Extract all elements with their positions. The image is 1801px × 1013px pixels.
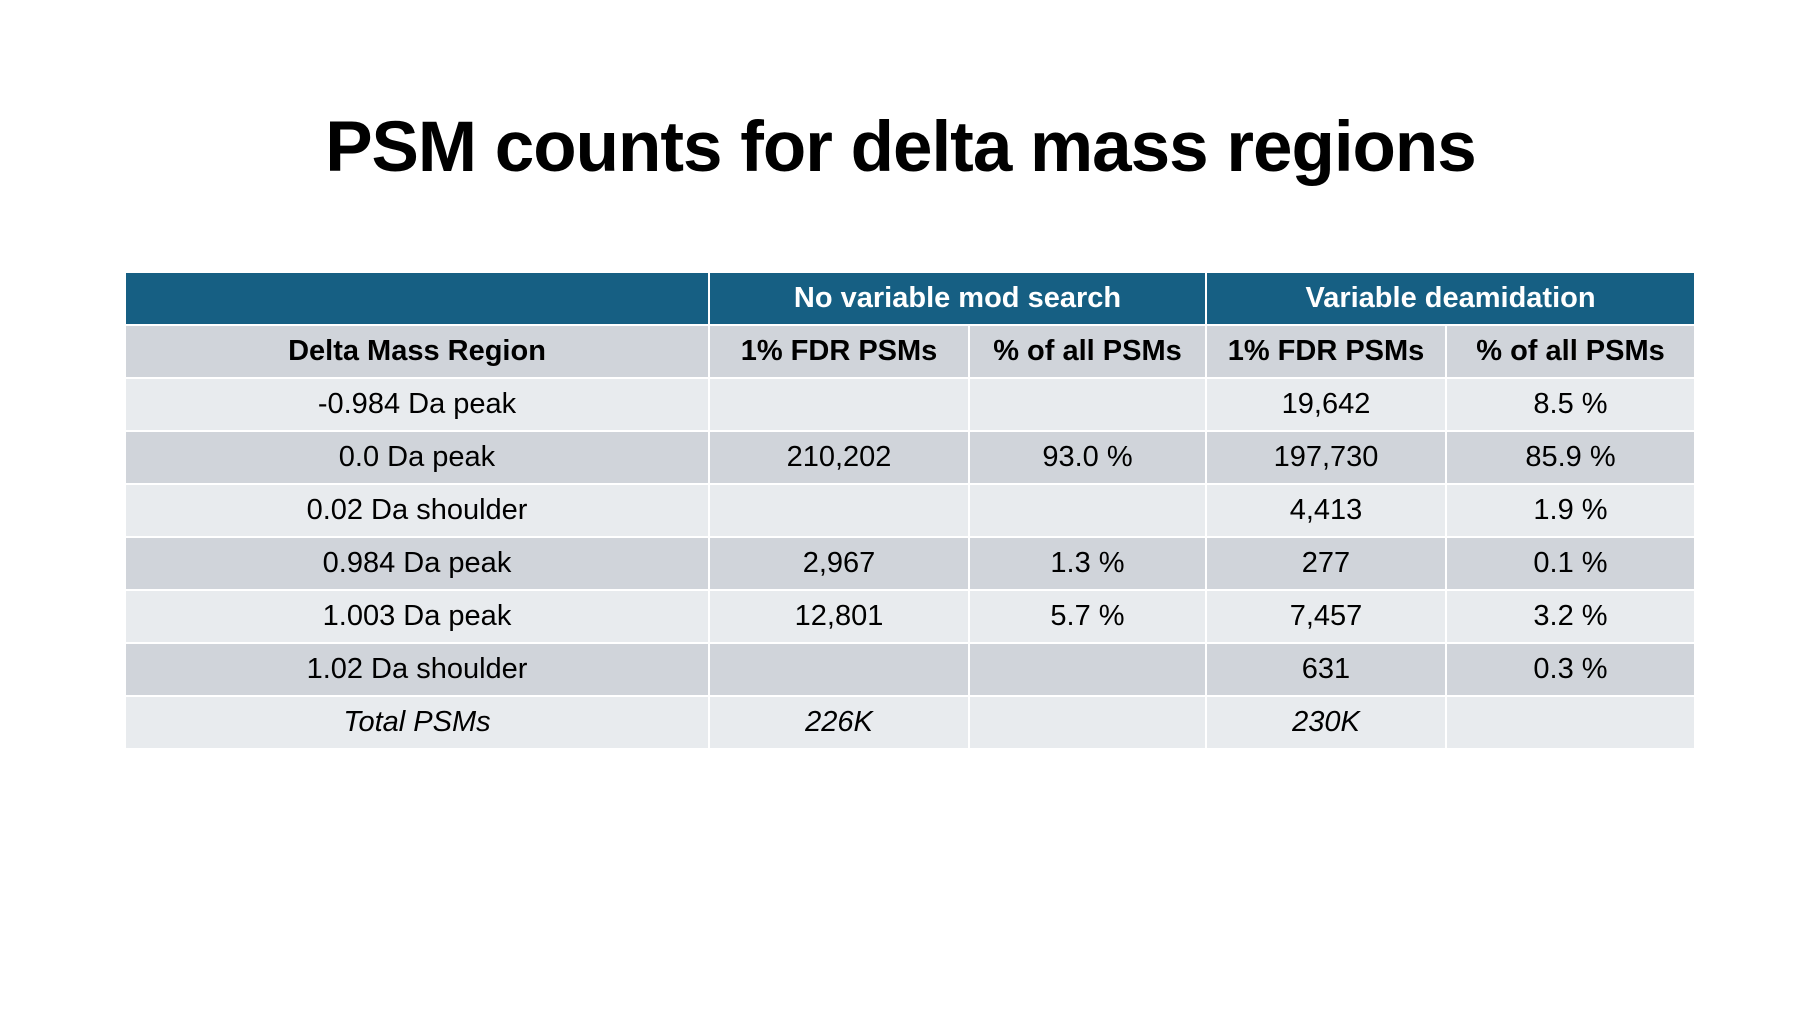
cell-vd-psms: 197,730 <box>1205 430 1447 485</box>
cell-region: 1.003 Da peak <box>124 589 710 644</box>
cell-nvm-psms: 12,801 <box>708 589 970 644</box>
column-header-row: Delta Mass Region 1% FDR PSMs % of all P… <box>124 324 1697 379</box>
group-header-empty <box>124 271 710 326</box>
table-row: 0.984 Da peak 2,967 1.3 % 277 0.1 % <box>124 536 1697 591</box>
cell-nvm-pct: 1.3 % <box>968 536 1207 591</box>
cell-vd-pct: 3.2 % <box>1444 589 1697 644</box>
cell-nvm-psms <box>708 377 970 432</box>
cell-vd-psms: 277 <box>1205 536 1447 591</box>
slide-title: PSM counts for delta mass regions <box>325 108 1477 187</box>
cell-vd-psms: 631 <box>1205 642 1447 697</box>
cell-vd-pct <box>1444 695 1697 750</box>
cell-region: 0.02 Da shoulder <box>124 483 710 538</box>
cell-vd-psms: 230K <box>1205 695 1447 750</box>
cell-nvm-pct <box>968 695 1207 750</box>
column-header-vd-psms: 1% FDR PSMs <box>1205 324 1447 379</box>
cell-region: 0.0 Da peak <box>124 430 710 485</box>
table-row: 1.02 Da shoulder 631 0.3 % <box>124 642 1697 697</box>
cell-nvm-pct: 93.0 % <box>968 430 1207 485</box>
cell-region: 0.984 Da peak <box>124 536 710 591</box>
group-header-variable-deamidation: Variable deamidation <box>1204 271 1697 326</box>
cell-nvm-pct <box>968 642 1207 697</box>
cell-vd-pct: 0.1 % <box>1444 536 1697 591</box>
cell-vd-psms: 4,413 <box>1205 483 1447 538</box>
table-row: 0.02 Da shoulder 4,413 1.9 % <box>124 483 1697 538</box>
cell-nvm-psms: 2,967 <box>708 536 970 591</box>
column-header-region: Delta Mass Region <box>124 324 710 379</box>
table-row: 1.003 Da peak 12,801 5.7 % 7,457 3.2 % <box>124 589 1697 644</box>
cell-vd-psms: 7,457 <box>1205 589 1447 644</box>
cell-nvm-pct <box>968 483 1207 538</box>
cell-vd-pct: 0.3 % <box>1444 642 1697 697</box>
cell-region: Total PSMs <box>124 695 710 750</box>
cell-nvm-pct: 5.7 % <box>968 589 1207 644</box>
cell-vd-psms: 19,642 <box>1205 377 1447 432</box>
cell-nvm-psms <box>708 642 970 697</box>
column-header-nvm-pct: % of all PSMs <box>968 324 1207 379</box>
cell-region: -0.984 Da peak <box>124 377 710 432</box>
cell-vd-pct: 85.9 % <box>1444 430 1697 485</box>
column-header-nvm-psms: 1% FDR PSMs <box>708 324 970 379</box>
psm-counts-table: No variable mod search Variable deamidat… <box>124 271 1697 750</box>
total-row: Total PSMs 226K 230K <box>124 695 1697 750</box>
cell-nvm-pct <box>968 377 1207 432</box>
column-header-vd-pct: % of all PSMs <box>1444 324 1697 379</box>
table-row: 0.0 Da peak 210,202 93.0 % 197,730 85.9 … <box>124 430 1697 485</box>
cell-nvm-psms: 226K <box>708 695 970 750</box>
psm-counts-table-container: No variable mod search Variable deamidat… <box>124 271 1697 750</box>
cell-nvm-psms: 210,202 <box>708 430 970 485</box>
table-row: -0.984 Da peak 19,642 8.5 % <box>124 377 1697 432</box>
cell-nvm-psms <box>708 483 970 538</box>
group-header-row: No variable mod search Variable deamidat… <box>124 271 1697 326</box>
cell-region: 1.02 Da shoulder <box>124 642 710 697</box>
cell-vd-pct: 1.9 % <box>1444 483 1697 538</box>
cell-vd-pct: 8.5 % <box>1444 377 1697 432</box>
group-header-no-variable-mod: No variable mod search <box>708 271 1207 326</box>
